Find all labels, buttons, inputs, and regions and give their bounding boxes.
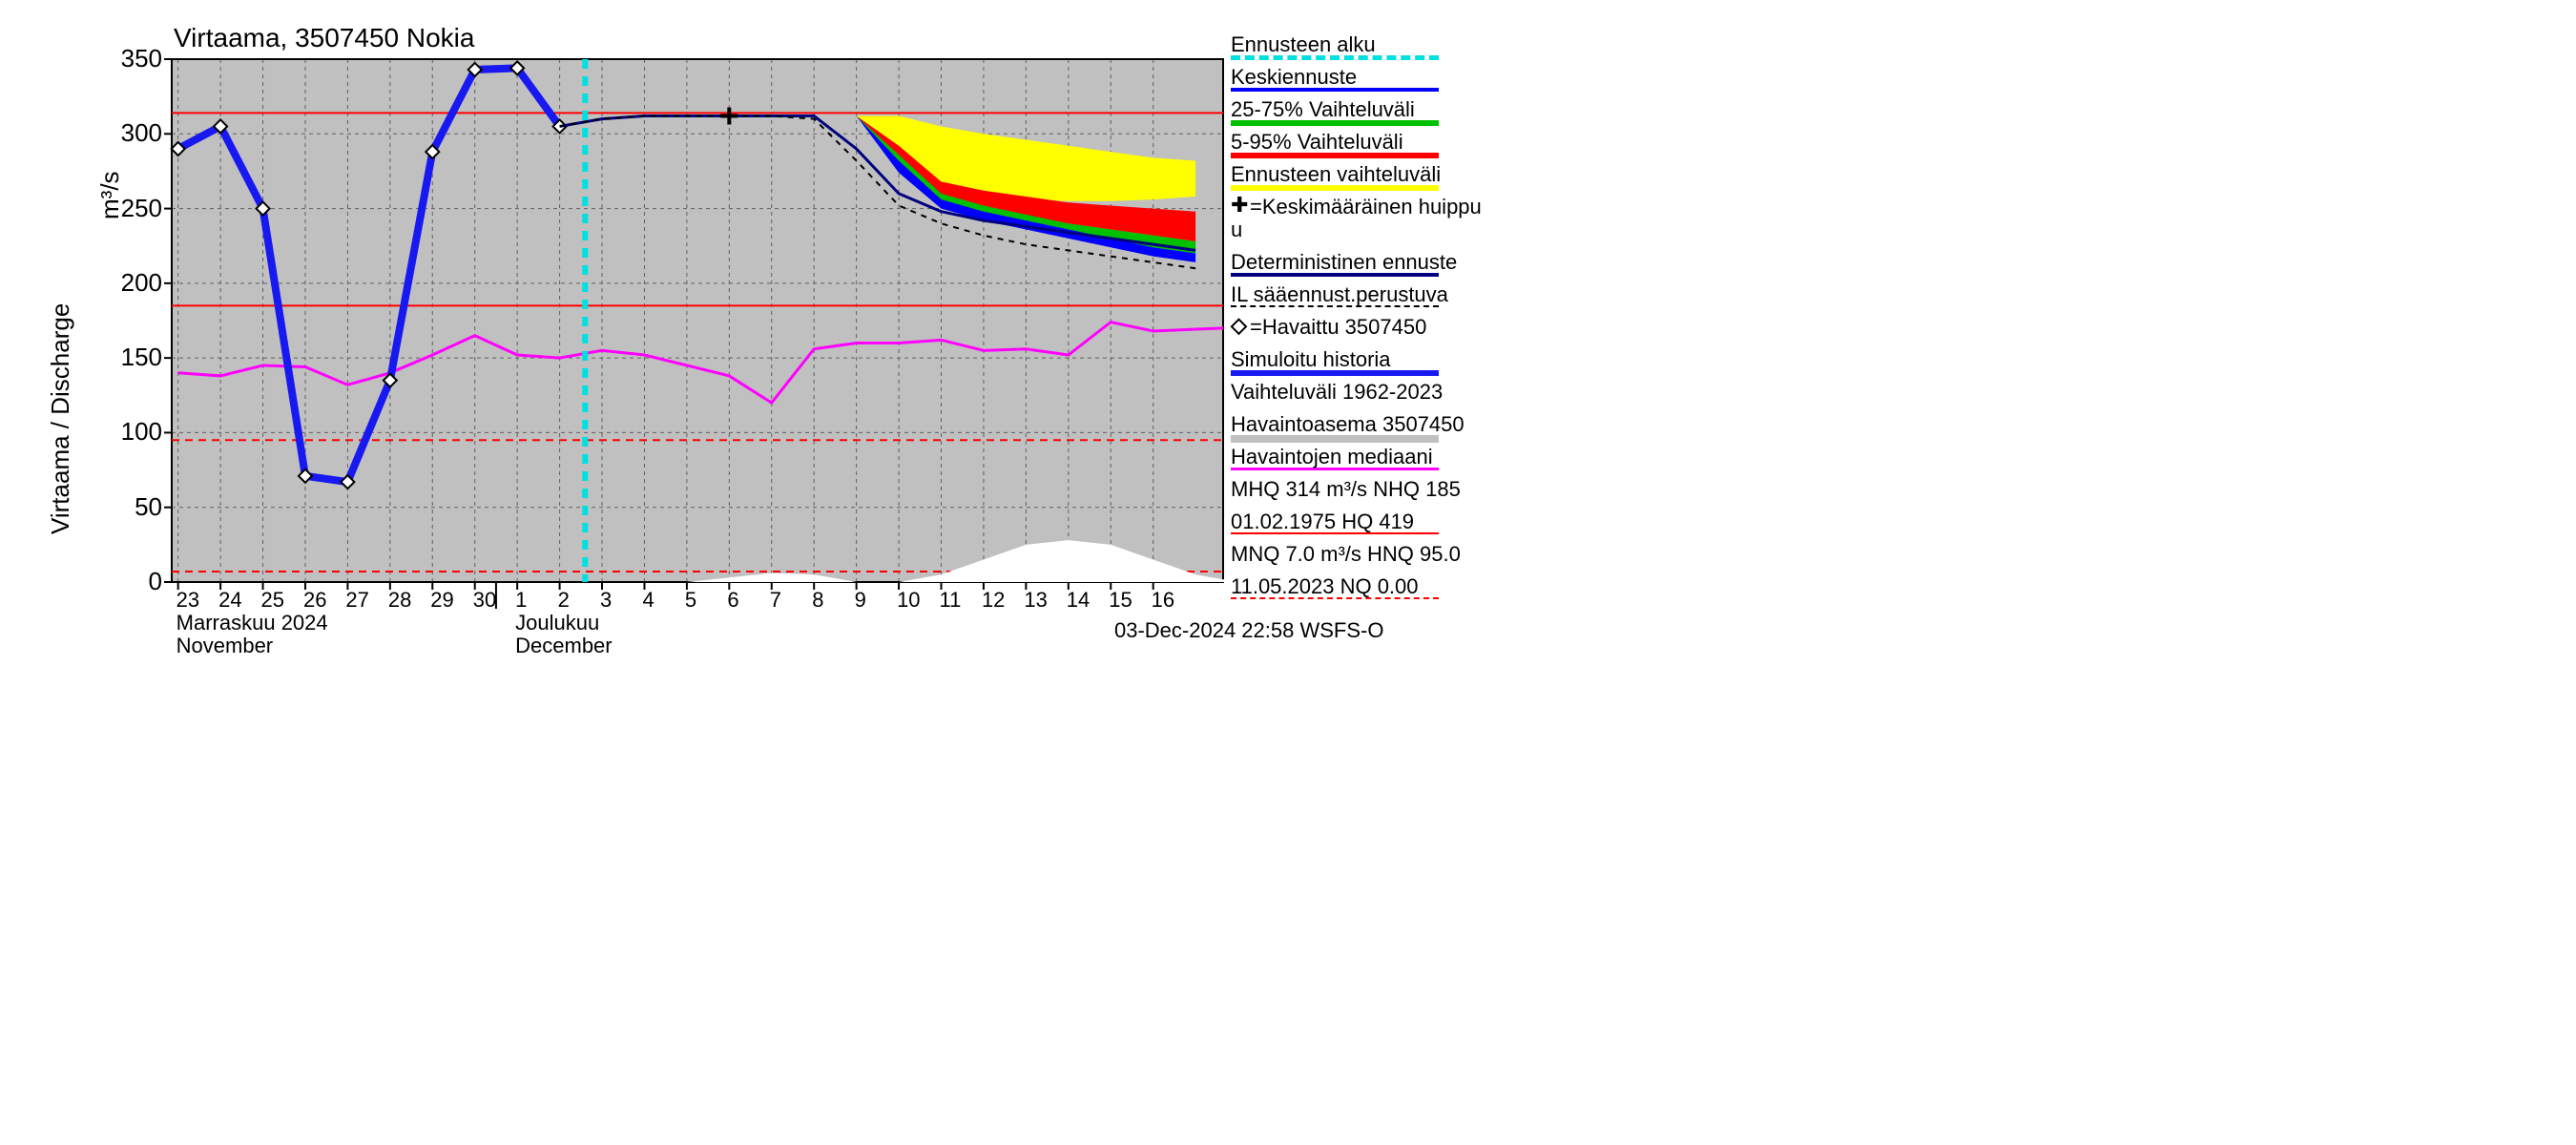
legend-label: Havaintojen mediaani — [1231, 445, 1433, 469]
legend-label: =Keskimääräinen huippu — [1250, 195, 1482, 219]
x-tick-label: 2 — [558, 588, 570, 613]
x-tick-label: 24 — [218, 588, 241, 613]
legend-label: Ennusteen alku — [1231, 32, 1376, 57]
legend-label: Vaihteluväli 1962-2023 — [1231, 380, 1443, 405]
x-month-label: Marraskuu 2024 — [177, 611, 328, 635]
x-tick-label: 1 — [515, 588, 527, 613]
chart-frame: Virtaama, 3507450 Nokia Virtaama / Disch… — [0, 0, 1448, 647]
legend-label: 11.05.2023 NQ 0.00 — [1231, 574, 1419, 599]
legend-label: 01.02.1975 HQ 419 — [1231, 510, 1414, 534]
legend-label: 25-75% Vaihteluväli — [1231, 97, 1415, 122]
x-tick-label: 25 — [261, 588, 284, 613]
legend-label: Deterministinen ennuste — [1231, 250, 1457, 275]
legend-label: Keskiennuste — [1231, 65, 1357, 90]
x-tick-label: 27 — [345, 588, 368, 613]
x-tick-label: 4 — [642, 588, 654, 613]
x-tick-label: 28 — [388, 588, 411, 613]
chart-title: Virtaama, 3507450 Nokia — [174, 23, 474, 53]
legend-plus-icon: ✚ — [1231, 193, 1248, 218]
footer-timestamp: 03-Dec-2024 22:58 WSFS-O — [1114, 618, 1383, 643]
y-tick-label: 50 — [105, 492, 162, 522]
x-tick-label: 26 — [303, 588, 326, 613]
x-tick-label: 14 — [1067, 588, 1090, 613]
legend-label: Ennusteen vaihteluväli — [1231, 162, 1441, 187]
x-tick-label: 12 — [982, 588, 1005, 613]
x-tick-label: 6 — [727, 588, 738, 613]
y-axis-label: Virtaama / Discharge — [46, 303, 75, 534]
y-tick-label: 300 — [105, 118, 162, 148]
legend-label: =Havaittu 3507450 — [1250, 315, 1426, 340]
x-tick-label: 13 — [1024, 588, 1047, 613]
x-tick-label: 30 — [473, 588, 496, 613]
x-tick-label: 8 — [812, 588, 823, 613]
y-tick-label: 100 — [105, 417, 162, 447]
x-month-label-en: November — [177, 634, 273, 658]
x-tick-label: 10 — [897, 588, 920, 613]
y-tick-label: 250 — [105, 194, 162, 223]
legend-diamond-icon: ◇ — [1231, 313, 1247, 338]
x-tick-label: 29 — [430, 588, 453, 613]
x-month-label-en: December — [515, 634, 612, 658]
x-tick-label: 11 — [940, 588, 962, 613]
x-tick-label: 15 — [1109, 588, 1132, 613]
y-tick-label: 350 — [105, 44, 162, 73]
y-tick-label: 150 — [105, 343, 162, 372]
x-tick-label: 7 — [770, 588, 781, 613]
legend-label: MNQ 7.0 m³/s HNQ 95.0 — [1231, 542, 1461, 567]
y-tick-label: 200 — [105, 268, 162, 298]
legend-label: Simuloitu historia — [1231, 347, 1391, 372]
legend-label: MHQ 314 m³/s NHQ 185 — [1231, 477, 1461, 502]
legend-label-wrap: u — [1231, 218, 1242, 242]
x-month-label: Joulukuu — [515, 611, 599, 635]
y-tick-label: 0 — [105, 567, 162, 596]
x-tick-label: 5 — [685, 588, 696, 613]
x-tick-label: 16 — [1152, 588, 1174, 613]
x-tick-label: 3 — [600, 588, 612, 613]
x-tick-label: 23 — [177, 588, 199, 613]
legend-label: IL sääennust.perustuva — [1231, 282, 1448, 307]
legend-label: 5-95% Vaihteluväli — [1231, 130, 1403, 155]
legend-label: Havaintoasema 3507450 — [1231, 412, 1465, 437]
x-tick-label: 9 — [855, 588, 866, 613]
